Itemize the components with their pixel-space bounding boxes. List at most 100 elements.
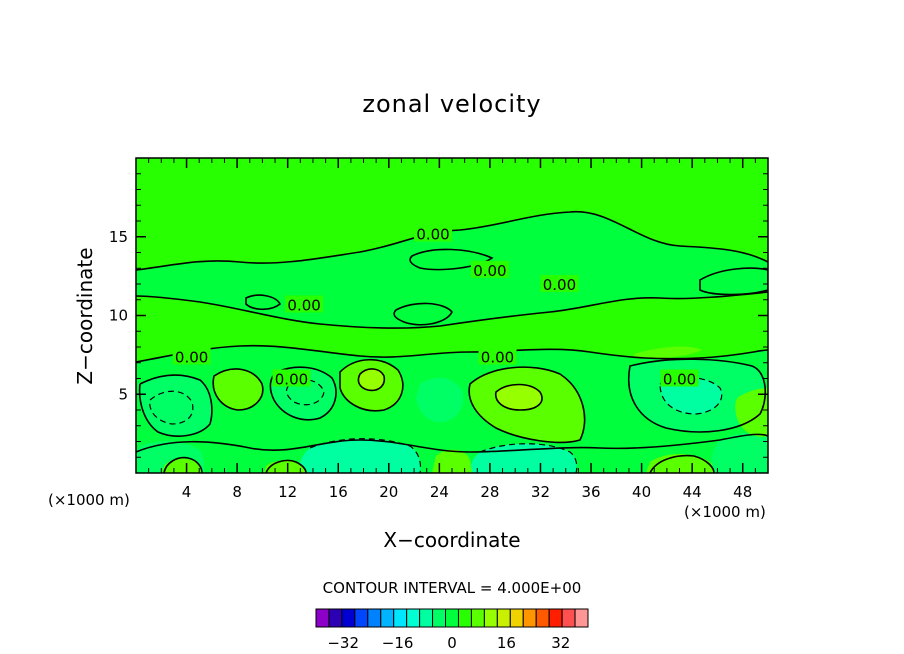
colorbar-swatch	[380, 608, 395, 628]
contour-line-dashed-bottom-1	[309, 438, 422, 473]
contour-label: 0.00	[416, 226, 449, 244]
contour-fill-pos-bottom-4	[646, 453, 714, 473]
colorbar-swatch	[445, 608, 459, 628]
colorbar-swatch	[457, 608, 472, 628]
contour-fill-neg-cell-1	[139, 375, 212, 437]
contour-line-zero-island-2	[409, 248, 494, 271]
contour-label-bg	[285, 295, 324, 313]
contour-line-pos-cell-2	[339, 359, 404, 412]
plot-area: 0.00 0.00 0.00 0.00 0.00 0.00 0.00 0.00	[136, 158, 768, 473]
contour-fill-pos-cell-2-core	[358, 368, 385, 391]
contour-line-neg-cell-1	[138, 374, 213, 437]
contour-label: 0.00	[481, 348, 514, 366]
colorbar-labels: −32 −16 0 16 32	[327, 634, 570, 652]
contour-line-dashed-neg-cell-2	[285, 379, 325, 406]
contour-fill-neg-bottom-4	[711, 432, 768, 473]
x-tick-label: 48	[733, 483, 752, 501]
contour-label: 0.00	[287, 296, 320, 314]
contour-line-neg-cell-2	[269, 366, 337, 421]
y-tick-label: 15	[109, 228, 128, 246]
colorbar-swatch	[393, 608, 408, 628]
colorbar-swatch	[432, 608, 447, 628]
contour-line-zero-island-3	[699, 267, 768, 296]
colorbar-tick-label: −32	[327, 634, 359, 652]
contour-label-layer: 0.00 0.00 0.00 0.00 0.00 0.00 0.00 0.00	[172, 224, 699, 389]
contour-label-bg	[272, 369, 311, 387]
colorbar-swatch	[509, 608, 524, 628]
contour-fill-neg-core-4	[660, 377, 722, 414]
contour-fill-pos-streak	[634, 346, 702, 359]
y-axis-label: Z−coordinate	[73, 247, 97, 384]
contour-line-zero-island-4	[245, 294, 282, 311]
contour-fill-neg-bottom-1	[299, 438, 421, 473]
contour-line-pos-cell-3-core	[495, 383, 543, 411]
contour-fill-pos-bottom-3	[432, 449, 472, 473]
contour-label: 0.00	[473, 262, 506, 280]
contour-line-pos-cell-2-core	[357, 368, 386, 392]
contour-label: 0.00	[543, 276, 576, 294]
contour-line-pos-bottom-4	[649, 454, 715, 473]
colorbar-swatch	[315, 608, 330, 628]
colorbar-tick-label: 0	[447, 634, 457, 652]
x-axis-ticks: 4 8 12 16 20 24 28 32 36 40 44 48	[148, 158, 756, 501]
contour-label-bg	[660, 369, 699, 387]
x-tick-label: 12	[278, 483, 297, 501]
colorbar	[315, 608, 589, 628]
contour-lines	[136, 210, 768, 473]
contour-fill-pos-cell-1	[213, 369, 263, 410]
contour-line-pos-bottom-1	[163, 456, 203, 473]
x-tick-label: 44	[683, 483, 702, 501]
colorbar-swatch	[470, 608, 485, 628]
contour-label-bg	[172, 347, 211, 365]
contour-label-bg	[540, 275, 579, 292]
contour-line-pos-cell-3	[468, 366, 586, 444]
x-unit-left: (×1000 m)	[48, 491, 130, 509]
colorbar-swatch	[574, 608, 589, 628]
colorbar-swatch	[548, 608, 563, 628]
contour-line-dashed-neg-4	[149, 390, 194, 425]
chart-title: zonal velocity	[362, 90, 541, 118]
contour-label: 0.00	[175, 348, 208, 366]
colorbar-tick-label: 16	[497, 634, 516, 652]
x-tick-label: 32	[531, 483, 550, 501]
contour-line-pos-cell-1	[212, 368, 264, 411]
contour-line-zero-lower	[136, 344, 768, 363]
colorbar-swatch	[354, 608, 369, 628]
contour-line-neg-cell-4	[628, 358, 767, 433]
colorbar-swatch	[419, 608, 434, 628]
colorbar-swatch	[561, 608, 576, 628]
colorbar-swatch	[328, 608, 343, 628]
colorbar-swatch	[483, 608, 498, 628]
contour-line-pos-bottom-2	[265, 459, 307, 473]
contour-interval-label: CONTOUR INTERVAL = 4.000E+00	[323, 579, 582, 597]
colorbar-swatch	[341, 608, 356, 628]
y-tick-label: 10	[109, 307, 128, 325]
colorbar-tick-label: −16	[382, 634, 414, 652]
colorbar-tick-label: 32	[551, 634, 570, 652]
x-tick-label: 20	[379, 483, 398, 501]
x-tick-label: 8	[232, 483, 242, 501]
contour-label: 0.00	[663, 371, 696, 389]
x-tick-label: 16	[329, 483, 348, 501]
x-tick-label: 36	[581, 483, 600, 501]
contour-fill-neg-cell-3	[416, 377, 464, 423]
y-axis-ticks: 5 10 15	[109, 173, 768, 458]
contour-fill-pos-cell-3-core	[495, 384, 542, 410]
colorbar-swatch	[522, 608, 537, 628]
colorbar-swatch	[367, 608, 382, 628]
colorbar-swatch	[496, 608, 511, 628]
x-tick-label: 28	[480, 483, 499, 501]
x-tick-label: 24	[430, 483, 449, 501]
contour-line-zero-bottom-wave	[136, 433, 768, 453]
contour-label-bg	[414, 224, 453, 242]
contour-label-bg	[478, 347, 517, 365]
contour-line-zero-upper-lower-edge	[136, 291, 768, 329]
y-tick-label: 5	[118, 385, 128, 403]
contour-label: 0.00	[275, 371, 308, 389]
colorbar-swatch	[535, 608, 550, 628]
contour-line-zero-island-1	[393, 302, 453, 326]
contour-line-zero-upper	[136, 210, 768, 271]
contour-line-dashed-bottom-2	[479, 443, 578, 473]
colorbar-swatch	[406, 608, 421, 628]
